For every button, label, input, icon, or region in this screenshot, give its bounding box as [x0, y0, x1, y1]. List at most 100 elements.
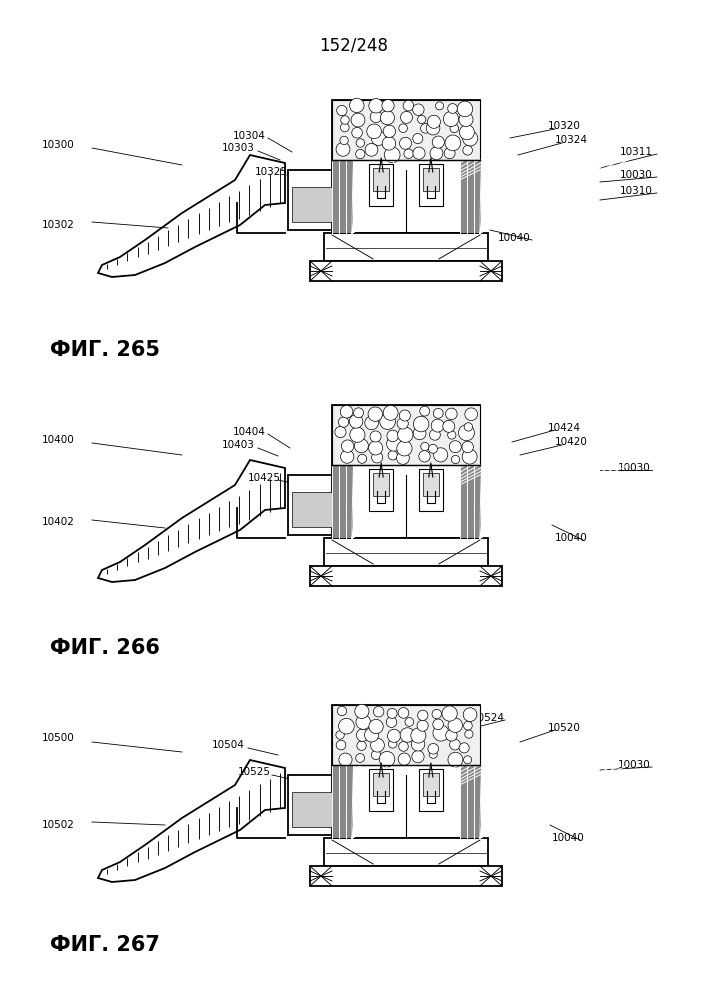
Circle shape — [462, 449, 477, 464]
Bar — [310, 566, 502, 586]
Circle shape — [432, 136, 445, 148]
Bar — [373, 473, 389, 496]
Circle shape — [368, 407, 382, 421]
Circle shape — [448, 752, 463, 767]
Bar — [310, 866, 502, 886]
Circle shape — [428, 444, 438, 453]
Polygon shape — [98, 460, 285, 582]
Circle shape — [388, 451, 397, 460]
Text: 10425: 10425 — [248, 473, 281, 483]
Bar — [288, 775, 336, 835]
Circle shape — [341, 450, 354, 463]
Circle shape — [426, 121, 440, 135]
Bar — [373, 773, 389, 796]
Bar — [419, 469, 443, 511]
Text: 10504: 10504 — [212, 740, 245, 750]
Circle shape — [433, 408, 443, 418]
Circle shape — [380, 111, 395, 125]
Circle shape — [436, 102, 443, 110]
Bar — [332, 705, 480, 838]
Circle shape — [433, 719, 443, 730]
Bar — [332, 465, 352, 538]
Bar — [288, 475, 336, 535]
Circle shape — [341, 116, 349, 124]
Circle shape — [356, 715, 370, 729]
Circle shape — [385, 147, 400, 163]
Circle shape — [340, 136, 349, 145]
Circle shape — [420, 406, 430, 416]
Circle shape — [459, 743, 469, 753]
Circle shape — [387, 430, 399, 442]
Circle shape — [411, 728, 426, 743]
Circle shape — [341, 440, 354, 452]
Circle shape — [444, 148, 455, 159]
Circle shape — [336, 731, 344, 739]
Circle shape — [427, 115, 440, 128]
Circle shape — [356, 149, 365, 159]
Circle shape — [404, 149, 414, 158]
Circle shape — [397, 441, 412, 456]
Text: 10304: 10304 — [233, 131, 266, 141]
Bar — [373, 168, 389, 191]
Text: 10325: 10325 — [255, 167, 288, 177]
Polygon shape — [98, 155, 285, 277]
Text: 10502: 10502 — [42, 820, 75, 830]
Circle shape — [337, 105, 347, 116]
Circle shape — [448, 718, 462, 733]
Circle shape — [413, 104, 424, 115]
Circle shape — [336, 142, 350, 156]
Bar — [292, 187, 332, 222]
Circle shape — [349, 415, 363, 428]
Circle shape — [335, 426, 346, 438]
Bar — [292, 492, 332, 527]
Bar — [332, 100, 480, 233]
Circle shape — [387, 729, 401, 742]
Circle shape — [370, 738, 385, 752]
Circle shape — [445, 408, 457, 420]
Text: 10524: 10524 — [472, 713, 505, 723]
Circle shape — [387, 436, 402, 451]
Circle shape — [460, 125, 474, 140]
Bar — [423, 473, 439, 496]
Bar — [460, 465, 480, 538]
Circle shape — [462, 131, 478, 146]
Text: 10040: 10040 — [555, 533, 588, 543]
Circle shape — [464, 756, 472, 764]
Text: 10403: 10403 — [222, 440, 255, 450]
Bar — [332, 705, 480, 765]
Circle shape — [431, 419, 444, 432]
Circle shape — [339, 753, 352, 766]
Circle shape — [411, 737, 425, 751]
Circle shape — [340, 405, 353, 418]
Circle shape — [398, 708, 409, 718]
Bar — [288, 170, 336, 230]
Circle shape — [355, 704, 369, 718]
Circle shape — [413, 134, 423, 144]
Circle shape — [421, 442, 429, 451]
Circle shape — [449, 441, 461, 453]
Text: 10040: 10040 — [552, 833, 585, 843]
Circle shape — [350, 427, 365, 442]
Text: 10420: 10420 — [555, 437, 588, 447]
Circle shape — [457, 101, 473, 117]
Text: 10030: 10030 — [620, 170, 653, 180]
Circle shape — [386, 717, 397, 727]
Bar — [292, 792, 332, 827]
Bar — [369, 469, 393, 511]
Circle shape — [398, 753, 410, 765]
Bar — [423, 773, 439, 796]
Circle shape — [369, 99, 383, 113]
Circle shape — [448, 431, 456, 439]
Circle shape — [442, 706, 457, 721]
Circle shape — [367, 124, 381, 139]
Circle shape — [397, 418, 408, 429]
Text: 10402: 10402 — [42, 517, 75, 527]
Circle shape — [413, 427, 426, 440]
Bar — [332, 405, 480, 465]
Circle shape — [417, 720, 428, 731]
Circle shape — [403, 100, 414, 111]
Polygon shape — [98, 760, 285, 882]
Text: ФИГ. 267: ФИГ. 267 — [50, 935, 160, 955]
Circle shape — [433, 725, 449, 741]
Circle shape — [388, 740, 397, 748]
